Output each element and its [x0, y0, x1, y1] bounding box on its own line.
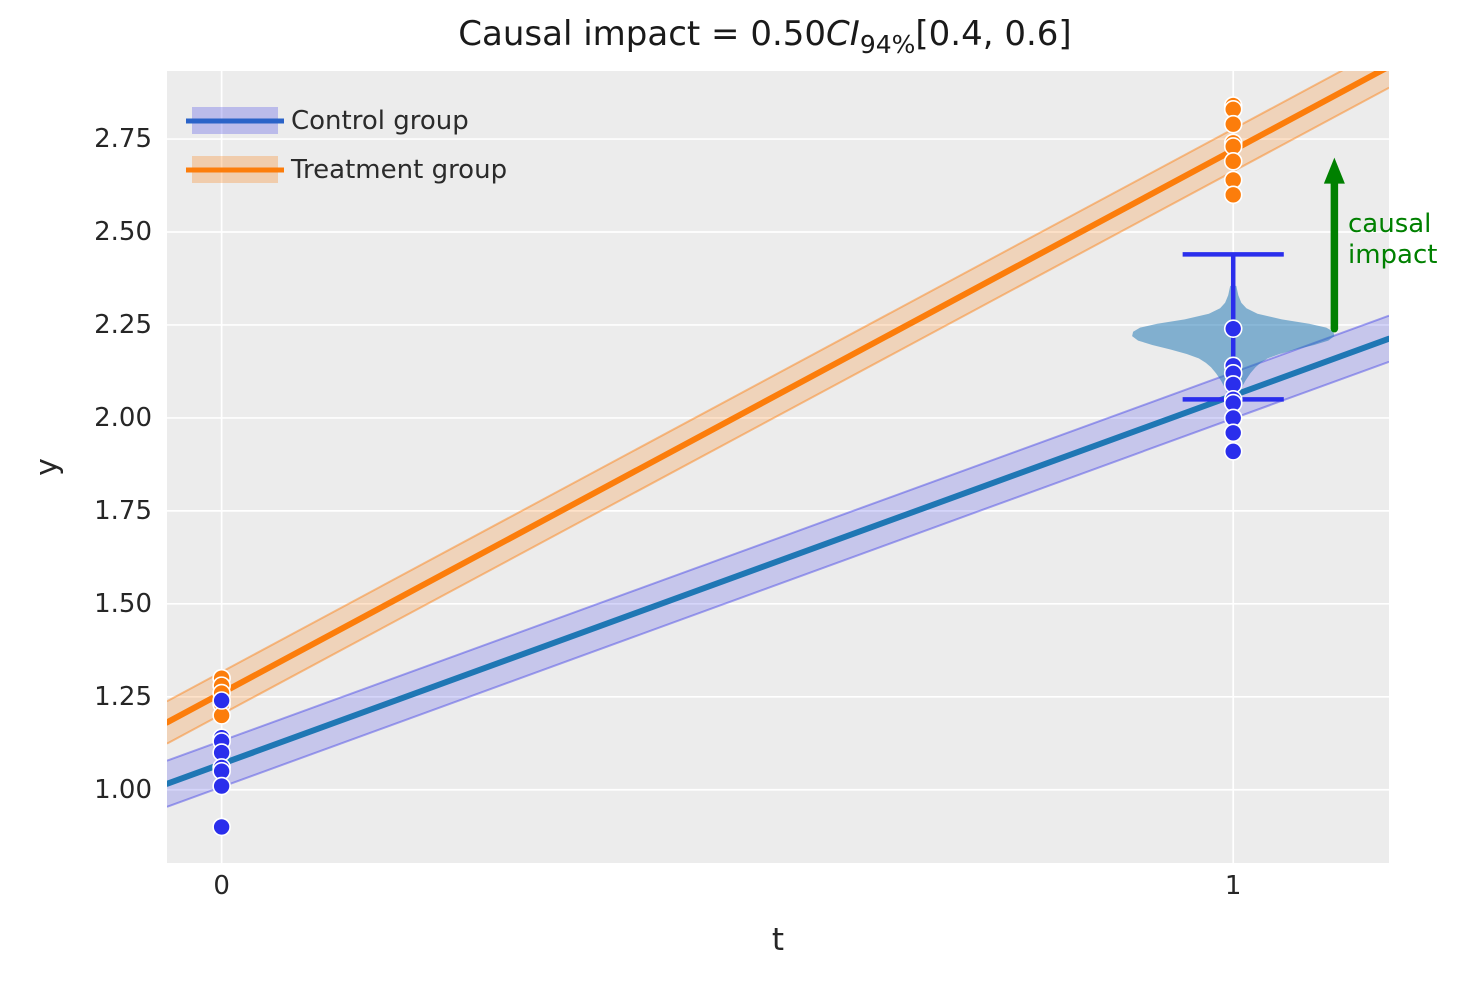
hdi-band-1	[167, 71, 1389, 744]
y-tick-label: 1.75	[94, 495, 152, 526]
control-line-swatch	[186, 118, 284, 123]
legend: Control group Treatment group	[186, 96, 508, 194]
gridlines	[167, 71, 1389, 863]
scatter-control-t1	[1223, 319, 1243, 461]
legend-handle-control	[186, 107, 284, 134]
title-ci: CI	[826, 14, 860, 54]
causal-impact-arrow	[1323, 157, 1345, 333]
trend-line-0	[167, 335, 1389, 787]
causal-impact-annotation: causal impact	[1348, 209, 1437, 271]
x-tick-label: 0	[213, 871, 230, 901]
y-tick-label: 2.50	[94, 217, 152, 247]
axes-background	[167, 71, 1389, 863]
plot-area	[167, 71, 1389, 837]
y-tick-label: 1.25	[94, 681, 152, 712]
treatment-line-swatch	[186, 167, 284, 172]
y-tick-label: 1.50	[94, 588, 152, 619]
annotation-line-2: impact	[1348, 240, 1438, 270]
title-interval: [0.4, 0.6]	[915, 14, 1072, 54]
legend-item-treatment: Treatment group	[186, 145, 508, 194]
scatter-control-t0	[212, 691, 231, 837]
legend-label-control: Control group	[291, 105, 469, 136]
y-tick-label: 2.25	[94, 309, 152, 340]
trend-line-1	[167, 71, 1388, 726]
chart-title: Causal impact = 0.50CI94%[0.4, 0.6]	[458, 14, 1071, 59]
y-tick-label: 2.75	[94, 124, 152, 155]
y-tick-label: 2.00	[94, 402, 152, 433]
title-ci-subscript: 94%	[859, 29, 916, 59]
annotation-line-1: causal	[1348, 209, 1432, 239]
legend-label-treatment: Treatment group	[291, 154, 508, 185]
y-axis-label: y	[29, 458, 65, 476]
x-tick-label: 1	[1224, 871, 1242, 901]
legend-item-control: Control group	[186, 96, 507, 145]
x-axis-label: t	[771, 922, 785, 958]
title-prefix: Causal impact = 0.50	[458, 14, 827, 54]
scatter-treatment-t1	[1223, 96, 1243, 205]
y-tick-label: 1.00	[94, 774, 152, 805]
legend-handle-treatment	[186, 156, 284, 183]
